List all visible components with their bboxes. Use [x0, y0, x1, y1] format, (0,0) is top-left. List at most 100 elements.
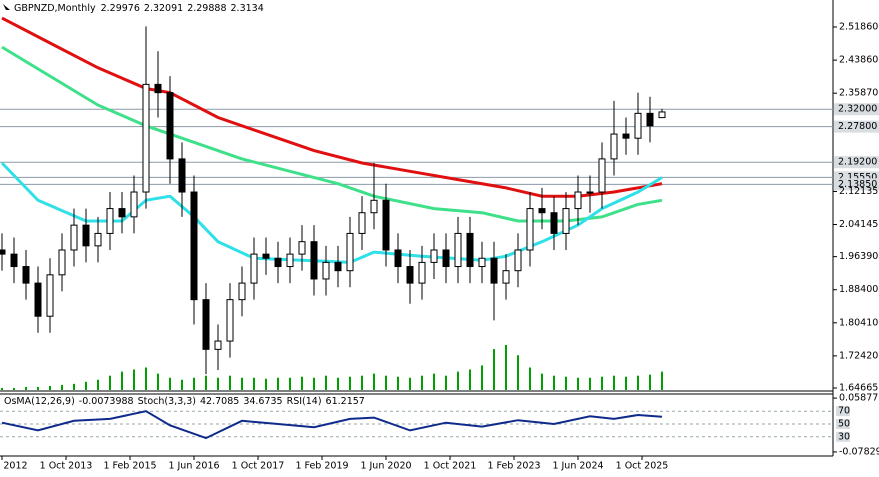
volume-bar [13, 387, 15, 390]
volume-bar [1, 387, 3, 390]
low-value: 2.29888 [187, 3, 226, 14]
candle-body [490, 257, 498, 284]
volume-bar [109, 375, 111, 390]
volume-bar [301, 376, 303, 390]
candle-body [502, 270, 510, 284]
panel-level-bg [836, 419, 850, 429]
volume-bar [385, 375, 387, 390]
volume-bar [253, 377, 255, 390]
volume-bar [289, 377, 291, 390]
x-tick-label: 1 Jun 2024 [552, 461, 603, 472]
candle-body [310, 241, 318, 280]
volume-bar [529, 367, 531, 390]
volume-bar [25, 386, 27, 390]
y-tick-label: 1.96390 [839, 251, 878, 262]
x-tick-label: 1 Feb 2019 [295, 461, 348, 472]
level-label: 2.13850 [838, 179, 877, 190]
volume-bar [157, 373, 159, 390]
candle-body [286, 253, 294, 268]
volume-bar [193, 377, 195, 390]
x-tick-label: 1 Jun 2016 [168, 461, 219, 472]
volume-bar [205, 375, 207, 390]
panel-level-label: 70 [838, 406, 850, 417]
candle-body [634, 112, 642, 139]
level-label-bg [834, 103, 879, 116]
candle-body [118, 208, 126, 218]
candle-body [322, 261, 330, 280]
y-tick-label: 2.12135 [839, 186, 878, 197]
volume-bar [409, 377, 411, 390]
close-value: 2.3134 [231, 3, 264, 14]
candle-body [454, 232, 462, 268]
volume-bar [505, 345, 507, 390]
indicator-value: 42.7085 [200, 396, 239, 407]
candle-body [370, 199, 378, 214]
chart-title: GBPNZD,Monthly 2.29976 2.32091 2.29888 2.313… [14, 3, 264, 14]
volume-bar [97, 379, 99, 390]
volume-bar [421, 375, 423, 390]
candle-body [154, 83, 162, 94]
volume-bar [625, 376, 627, 390]
volume-bar [541, 373, 543, 390]
candle-body [526, 208, 534, 251]
rsi-line [1, 410, 663, 440]
indicator-title: OsMA(12,26,9) -0.0073988 Stoch(3,3,3) 42.70… [4, 396, 365, 407]
volume-bar [481, 365, 483, 390]
candle-body [466, 232, 474, 268]
volume-bar [337, 377, 339, 390]
candle-body [238, 282, 246, 301]
volume-bar [661, 371, 663, 390]
indicator-value: 61.2157 [326, 396, 365, 407]
indicator-name: RSI(14) [287, 396, 322, 407]
panel-level-label: 30 [838, 431, 850, 442]
high-value: 2.32091 [144, 3, 183, 14]
x-tick-label: 1 Oct 2025 [616, 461, 669, 472]
x-tick-label: 1 Oct 2017 [232, 461, 285, 472]
y-tick-label: 1.88400 [839, 284, 878, 295]
candle-body [610, 133, 618, 160]
y-tick-label: 2.35870 [839, 88, 878, 99]
volume-bar [349, 376, 351, 390]
candle-body [262, 253, 270, 259]
volume-bar [397, 376, 399, 390]
volume-bar [373, 373, 375, 390]
candle-body [274, 257, 282, 268]
panel-level-bg [836, 406, 850, 417]
y-tick-label: 1.72420 [839, 350, 878, 361]
candle-body [46, 274, 54, 317]
volume-bar [313, 377, 315, 390]
volume-bar [61, 384, 63, 390]
indicator-value: -0.0073988 [79, 396, 134, 407]
candle-body [622, 133, 630, 139]
y-tick-label: 1.64665 [839, 382, 878, 393]
level-label-bg [834, 120, 879, 133]
volume-bar [433, 373, 435, 390]
candle-body [358, 212, 366, 234]
candle-body [478, 257, 486, 268]
volume-bar [361, 375, 363, 390]
volume-bar [37, 386, 39, 390]
level-label: 2.32000 [838, 104, 877, 115]
y-tick-label: 1.80410 [839, 317, 878, 328]
candle-body [646, 112, 654, 127]
level-label-bg [834, 156, 879, 169]
level-label: 2.15550 [838, 172, 877, 183]
indicator-name: Stoch(3,3,3) [138, 396, 196, 407]
volume-bar [73, 383, 75, 390]
candle-body [442, 249, 450, 268]
moving-average [1, 16, 663, 198]
volume-bar [565, 376, 567, 390]
volume-bar [181, 379, 183, 390]
candle-body [190, 191, 198, 301]
volume-bar [49, 385, 51, 390]
candle-body [202, 299, 210, 350]
candle-body [598, 158, 606, 193]
panel-level-bg [836, 431, 850, 442]
volume-bar [445, 375, 447, 390]
volume-bar [277, 377, 279, 390]
candle-body [382, 199, 390, 251]
candle-body [94, 232, 102, 247]
volume-bar [217, 377, 219, 390]
volume-bar [637, 375, 639, 390]
volume-bar [589, 377, 591, 390]
